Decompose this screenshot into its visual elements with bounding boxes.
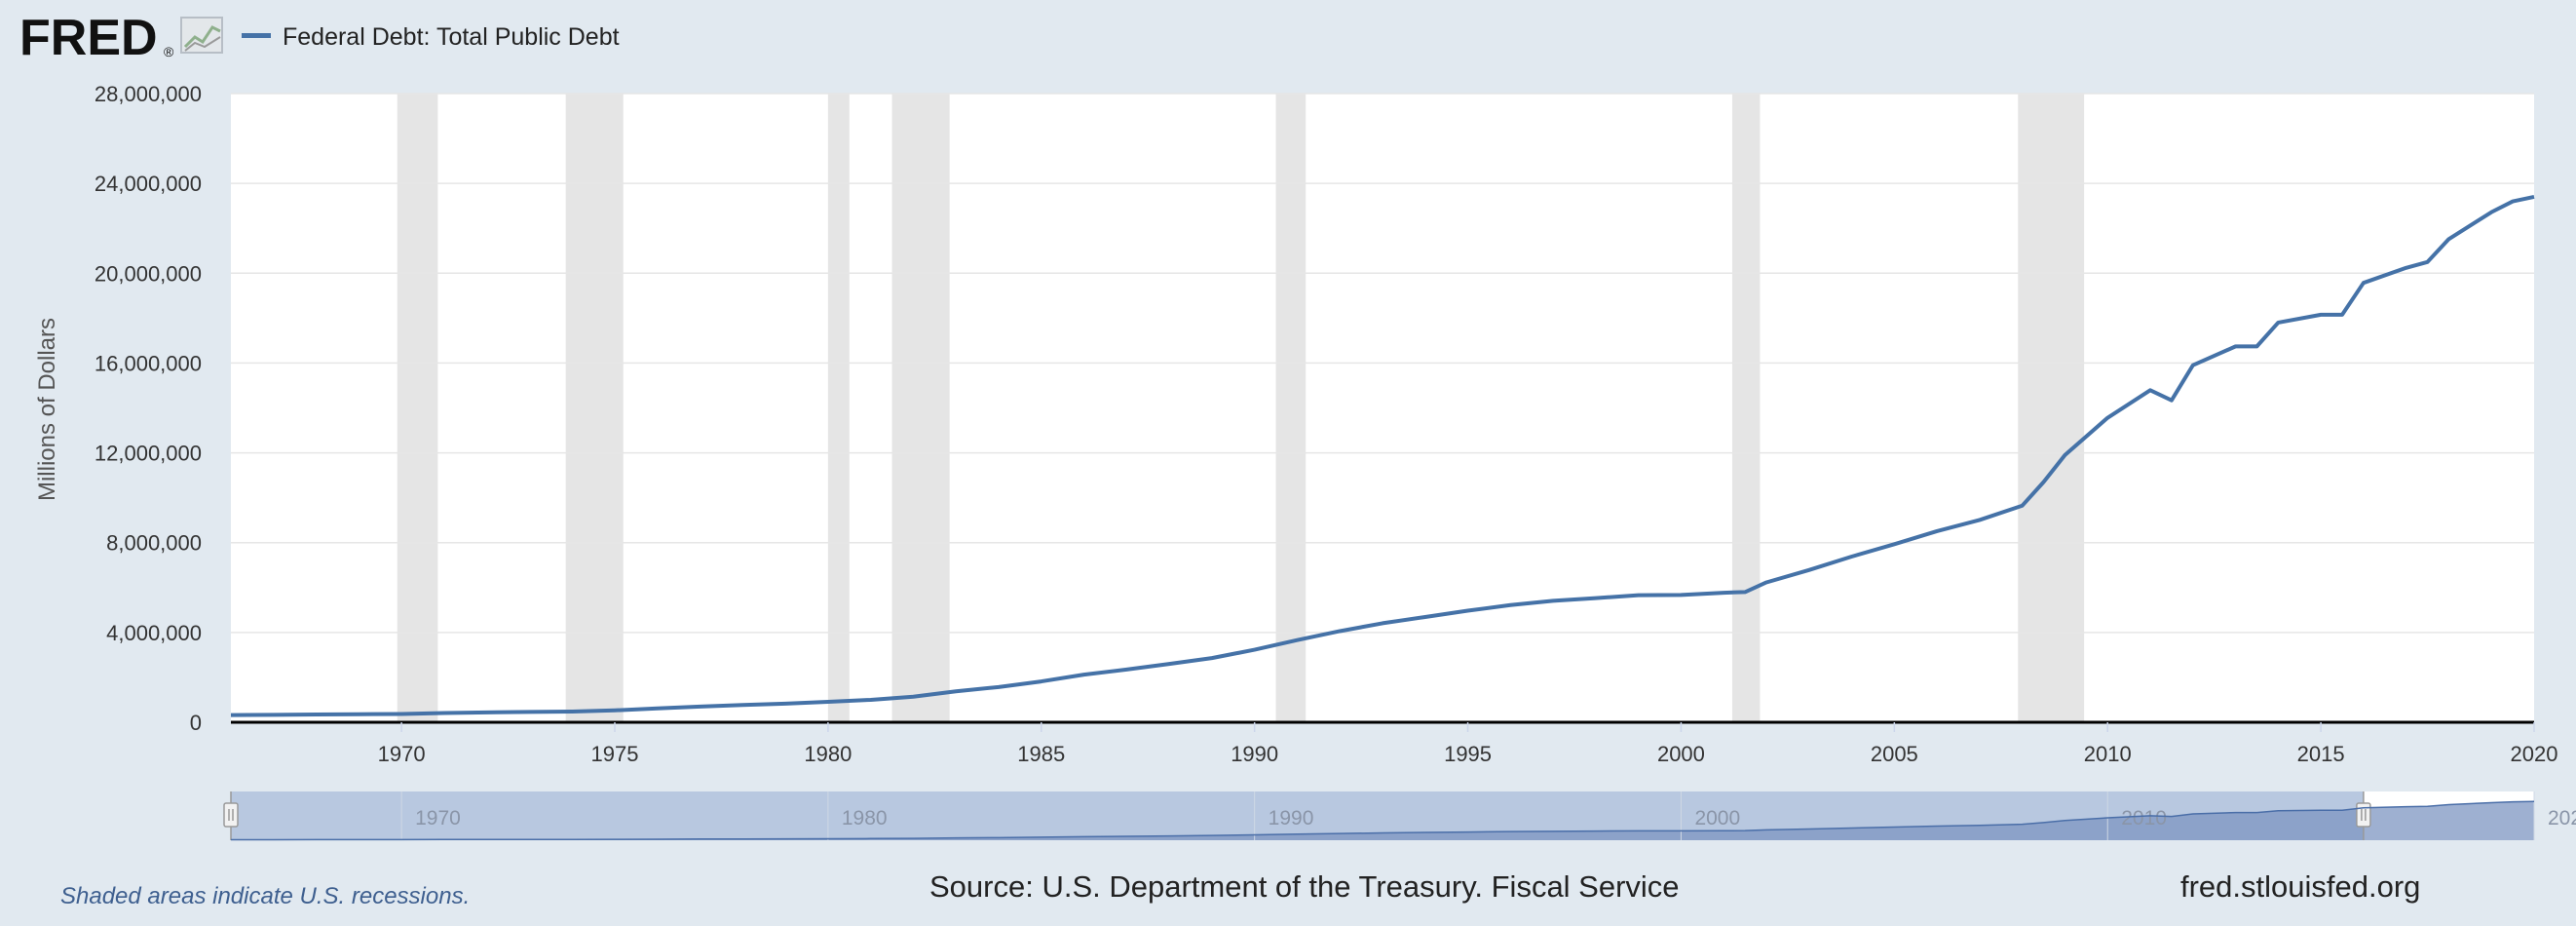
x-tick-label: 1985: [1017, 742, 1065, 766]
site-link[interactable]: fred.stlouisfed.org: [2180, 869, 2420, 904]
x-tick-label: 1995: [1444, 742, 1492, 766]
navigator-handle-left[interactable]: [223, 791, 239, 840]
y-axis-title: Millions of Dollars: [34, 318, 60, 501]
range-navigator[interactable]: 1970 1980 1990 2000 2010 2020: [223, 791, 2576, 841]
legend-swatch: [242, 33, 271, 38]
recession-band: [891, 94, 950, 722]
recession-band: [1275, 94, 1307, 722]
x-axis-ticks: 1970 1975 1980 1985 1990 1995 2000 2005 2010 2015…: [378, 722, 2558, 766]
x-tick-label: 2015: [2297, 742, 2345, 766]
recession-bands: [397, 94, 2085, 722]
navigator-area: [231, 801, 2534, 840]
navigator-tick-label: 2010: [2121, 807, 2167, 830]
y-tick-label: 20,000,000: [95, 261, 202, 286]
recession-note: Shaded areas indicate U.S. recessions.: [60, 883, 470, 909]
y-tick-label: 8,000,000: [106, 531, 202, 556]
navigator-tick-label: 1990: [1269, 807, 1314, 830]
y-tick-label: 28,000,000: [95, 82, 202, 106]
navigator-tick-label: 1980: [842, 807, 888, 830]
recession-band: [397, 94, 438, 722]
navigator-tick-label: 2000: [1694, 807, 1740, 830]
x-tick-label: 1970: [378, 742, 426, 766]
fred-logo-text: FRED: [19, 10, 158, 66]
recession-band: [2018, 94, 2085, 722]
x-tick-label: 2005: [1871, 742, 1918, 766]
x-tick-label: 2010: [2084, 742, 2132, 766]
x-tick-label: 1980: [804, 742, 852, 766]
recession-band: [827, 94, 850, 722]
y-tick-label: 16,000,000: [95, 351, 202, 375]
x-tick-label: 1990: [1231, 742, 1278, 766]
recession-band: [1731, 94, 1761, 722]
handle-grip[interactable]: [223, 802, 239, 828]
recession-band: [565, 94, 624, 722]
navigator-ticks: 1970 1980 1990 2000 2010 2020: [400, 791, 2576, 840]
y-axis-ticks: 0 4,000,000 8,000,000 12,000,000 16,000,000 2…: [95, 82, 202, 735]
navigator-handle-right[interactable]: [2356, 791, 2371, 840]
x-tick-label: 2020: [2511, 742, 2558, 766]
y-tick-label: 24,000,000: [95, 172, 202, 196]
handle-grip[interactable]: [2356, 802, 2371, 828]
source-text: Source: U.S. Department of the Treasury.…: [929, 869, 1680, 904]
series-group: [230, 195, 2535, 717]
grid-lines: [231, 93, 2534, 634]
registered-mark: ®: [164, 44, 174, 59]
x-tick-label: 2000: [1657, 742, 1705, 766]
navigator-tick-label: 1970: [415, 807, 461, 830]
y-tick-label: 12,000,000: [95, 442, 202, 466]
series-line-total-public-debt: [230, 195, 2535, 717]
legend[interactable]: Federal Debt: Total Public Debt: [242, 23, 620, 51]
y-tick-label: 0: [190, 711, 202, 735]
y-tick-label: 4,000,000: [106, 621, 202, 645]
legend-label: Federal Debt: Total Public Debt: [283, 23, 620, 51]
fred-logo[interactable]: FRED ®: [19, 10, 223, 66]
x-tick-label: 1975: [591, 742, 639, 766]
navigator-line: [230, 800, 2535, 841]
navigator-tick-label: 2020: [2548, 807, 2576, 830]
line-graph-icon: [180, 17, 223, 54]
